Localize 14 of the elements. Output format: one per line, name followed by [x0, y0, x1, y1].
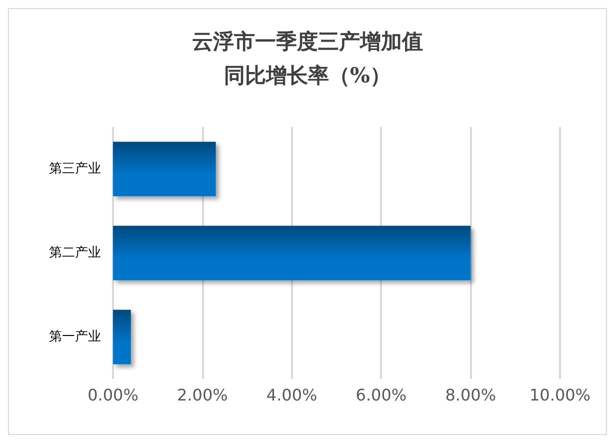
y-tick-label: 第三产业 [49, 162, 101, 176]
bar [113, 226, 471, 280]
y-tick-label: 第二产业 [49, 246, 101, 260]
y-tick-label: 第一产业 [49, 330, 101, 344]
x-tick-label: 4.00% [266, 386, 318, 404]
x-tick-label: 0.00% [88, 386, 138, 404]
chart-title: 云浮市一季度三产增加值 [192, 28, 423, 54]
x-tick-label: 2.00% [176, 386, 228, 404]
bar [113, 142, 216, 196]
x-tick-label: 6.00% [356, 386, 407, 404]
x-tick-label: 10.00% [529, 386, 591, 404]
x-tick-label: 8.00% [445, 386, 496, 404]
chart-subtitle: 同比增长率（%） [224, 62, 391, 88]
bar [113, 310, 131, 364]
